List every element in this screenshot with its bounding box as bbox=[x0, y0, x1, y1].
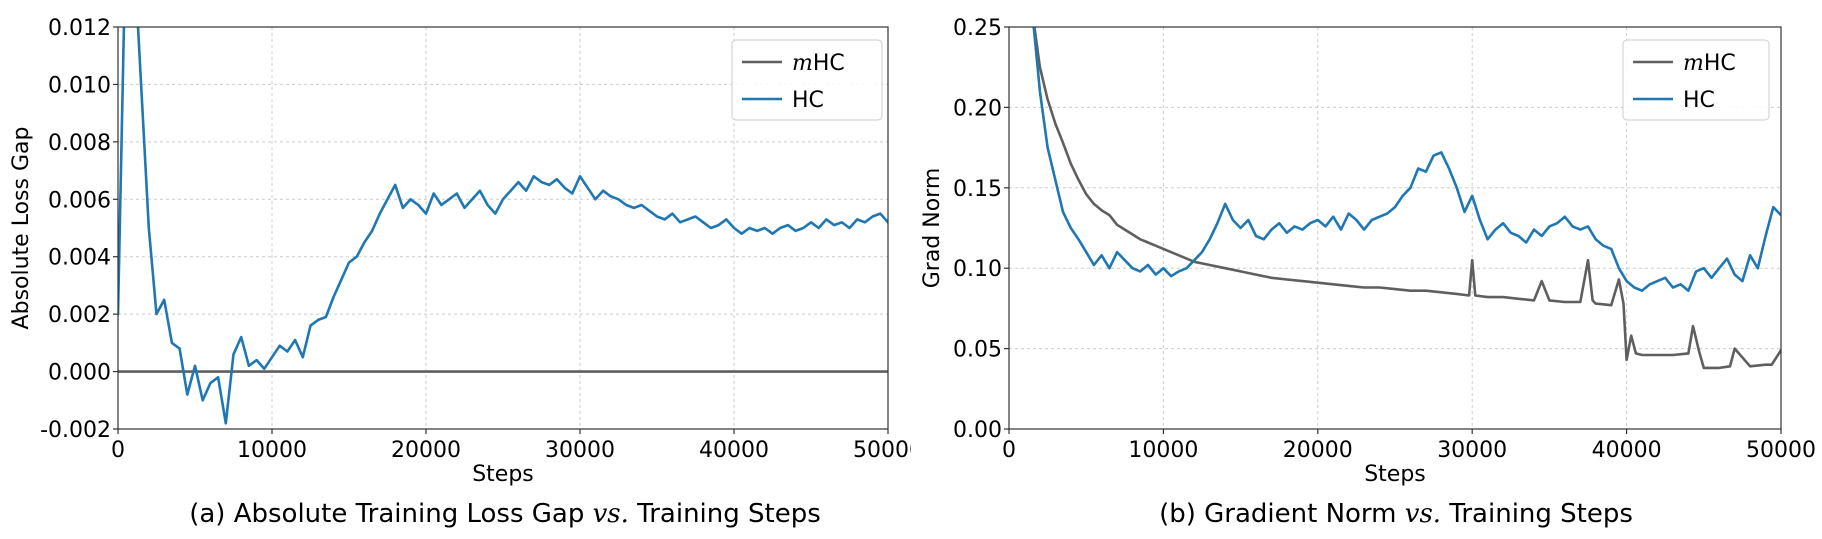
y-tick-label: 0.002 bbox=[48, 303, 111, 328]
plot-area bbox=[118, 27, 888, 425]
x-tick-label: 0 bbox=[111, 438, 125, 463]
y-tick-label: 0.15 bbox=[953, 177, 1002, 202]
figure-caption: (b) Gradient Norm vs. Training Steps bbox=[1159, 499, 1633, 529]
legend-label-math: m bbox=[1683, 51, 1704, 76]
y-tick-label: 0.012 bbox=[48, 16, 111, 41]
loss-gap-panel: 0 10000 20000 30000 40000 50000 -0.002 0.000 0.0… bbox=[9, 16, 911, 529]
legend-label: HC bbox=[792, 88, 824, 113]
caption-prefix: (a) Absolute Training Loss Gap bbox=[189, 499, 592, 529]
y-tick-label: 0.006 bbox=[48, 188, 111, 213]
x-tick-label: 40000 bbox=[1592, 438, 1662, 463]
grad-norm-chart: 0 10000 20000 30000 40000 50000 0.00 0.05 0.10 0.… bbox=[920, 16, 1816, 529]
legend-label-text: HC bbox=[813, 51, 845, 76]
plot-frame bbox=[117, 26, 889, 430]
caption-suffix: Training Steps bbox=[629, 499, 821, 529]
y-tick-label: 0.25 bbox=[953, 16, 1002, 41]
x-tick-label: 0 bbox=[1002, 438, 1016, 463]
x-tick-label: 30000 bbox=[1437, 438, 1507, 463]
x-tick-label: 20000 bbox=[391, 438, 461, 463]
plot-frame bbox=[1008, 26, 1782, 430]
series-line-hc bbox=[118, 27, 888, 425]
grad-norm-panel: 0 10000 20000 30000 40000 50000 0.00 0.05 0.10 0.… bbox=[911, 0, 1822, 539]
y-tick-label: 0.010 bbox=[48, 73, 111, 98]
x-tick-label: 10000 bbox=[1128, 438, 1198, 463]
loss-gap-chart: 0 10000 20000 30000 40000 50000 -0.002 0.000 0.0… bbox=[9, 16, 911, 529]
legend-label: mHC bbox=[792, 51, 845, 76]
x-axis-label: Steps bbox=[1364, 462, 1426, 487]
x-tick-label: 30000 bbox=[545, 438, 615, 463]
x-tick-label: 40000 bbox=[699, 438, 769, 463]
y-tick-label: -0.002 bbox=[40, 418, 111, 443]
series-line-mhc bbox=[1033, 27, 1781, 370]
legend-label: mHC bbox=[1683, 51, 1736, 76]
series-line-hc bbox=[1032, 27, 1781, 293]
x-tick-label: 50000 bbox=[1746, 438, 1816, 463]
y-axis-label: Grad Norm bbox=[920, 168, 945, 289]
y-tick-label: 0.20 bbox=[953, 96, 1002, 121]
y-tick-label: 0.000 bbox=[48, 361, 111, 386]
y-tick-label: 0.10 bbox=[953, 257, 1002, 282]
caption-math: vs. bbox=[593, 499, 629, 529]
y-tick-label: 0.004 bbox=[48, 246, 111, 271]
y-axis-label: Absolute Loss Gap bbox=[9, 127, 34, 330]
caption-math: vs. bbox=[1405, 499, 1441, 529]
caption-prefix: (b) Gradient Norm bbox=[1159, 499, 1405, 529]
y-tick-label: 0.008 bbox=[48, 131, 111, 156]
y-tick-label: 0.00 bbox=[953, 418, 1002, 443]
y-tick-label: 0.05 bbox=[953, 338, 1002, 363]
x-tick-label: 10000 bbox=[237, 438, 307, 463]
plot-area bbox=[1032, 27, 1781, 370]
legend-label-text: HC bbox=[1704, 51, 1736, 76]
caption-suffix: Training Steps bbox=[1441, 499, 1633, 529]
legend-label-math: m bbox=[792, 51, 813, 76]
x-axis-label: Steps bbox=[472, 462, 534, 487]
figure-caption: (a) Absolute Training Loss Gap vs. Train… bbox=[189, 499, 821, 529]
legend-label: HC bbox=[1683, 88, 1715, 113]
x-tick-label: 20000 bbox=[1283, 438, 1353, 463]
x-tick-label: 50000 bbox=[853, 438, 911, 463]
